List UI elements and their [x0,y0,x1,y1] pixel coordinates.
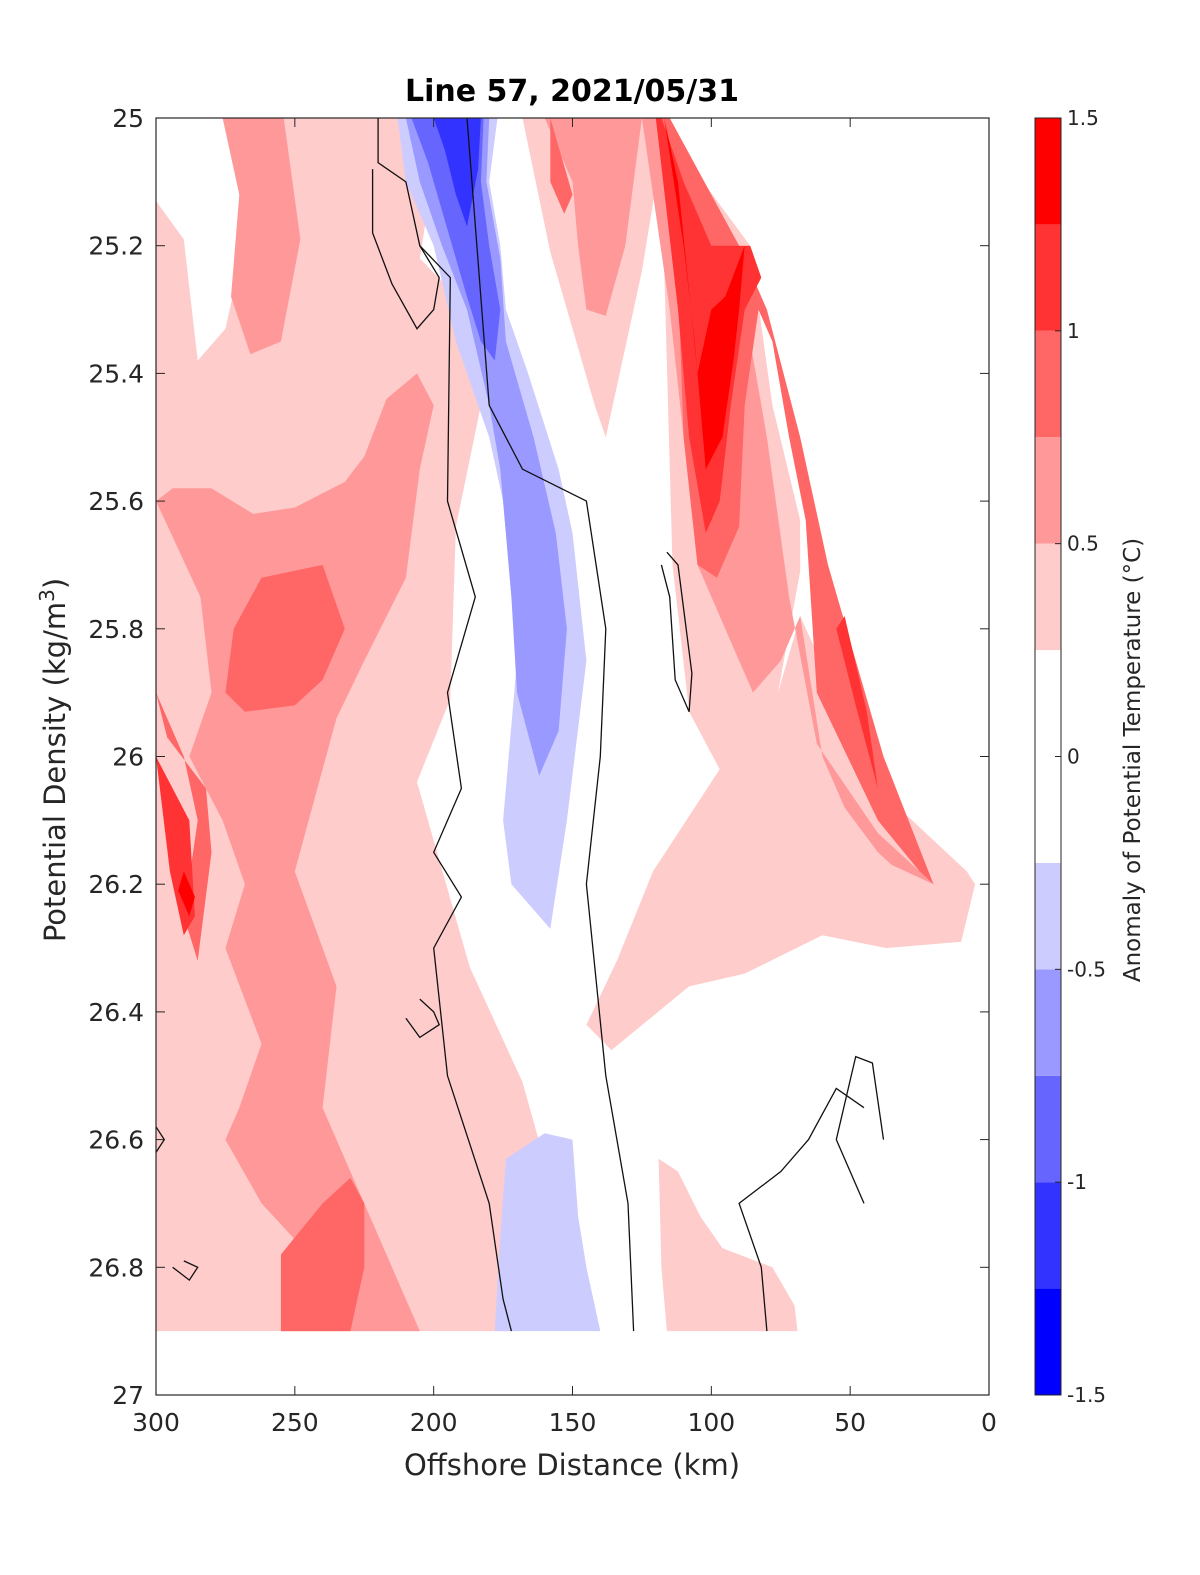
colorbar-tick-label: -1 [1067,1170,1087,1194]
colorbar-band [1035,543,1061,651]
zero-contour-line-8 [172,1260,199,1282]
x-tick-label: 100 [687,1408,735,1437]
contour-region-4 [156,373,434,1332]
colorbar-tick-label: 1 [1067,319,1080,343]
y-tick-label: 25.2 [88,232,144,261]
x-tick-label: 150 [549,1408,597,1437]
contour-region-5 [222,118,301,355]
contour-region-17 [178,871,195,917]
colorbar-band [1035,330,1061,438]
y-tick-label: 26.6 [88,1126,144,1155]
contour-region-15 [836,616,878,789]
zero-contour-line-5 [835,1055,885,1204]
colorbar-tick-label: -1.5 [1067,1383,1106,1407]
y-tick-label: 25.4 [88,359,144,388]
plot-area [155,117,990,1396]
y-tick-label: 25 [112,104,144,133]
y-tick-label: 26 [112,743,144,772]
contour-region-21 [411,118,501,361]
colorbar: 1.5 1 0.5 0 -0.5 -1 -1.5 [1034,106,1106,1407]
x-tick-label: 50 [834,1408,866,1437]
colorbar-band [1035,1182,1061,1289]
y-tick-label: 26.8 [88,1253,144,1282]
contour-region-16 [664,118,745,470]
zero-contour-line-3 [660,551,693,713]
y-tick-label: 25.8 [88,615,144,644]
colorbar-band [1035,1288,1061,1395]
y-tick-label: 26.4 [88,998,144,1027]
y-tick-label: 26.2 [88,870,144,899]
y-axis-label-superscript: 3 [35,589,59,602]
contour-region-20 [405,118,567,776]
x-axis-label: Offshore Distance (km) [404,1448,740,1482]
colorbar-band [1035,969,1061,1076]
colorbar-tick-label: -0.5 [1067,957,1106,981]
contour-region-9 [225,564,345,712]
colorbar-band [1035,224,1061,331]
colorbar-band [1035,437,1061,544]
zero-contour-line-0 [371,118,440,330]
contour-region-11 [550,118,573,214]
colorbar-label: Anomaly of Potential Temperature (°C) [1120,538,1146,982]
zero-contour-line-4 [738,1087,865,1332]
zero-contour-line-2 [466,117,635,1332]
contour-fills [156,118,976,1332]
y-tick-label: 25.6 [88,487,144,516]
zero-contour-lines [155,117,885,1332]
colorbar-band [1035,1075,1061,1183]
x-tick-label: 200 [410,1408,458,1437]
colorbar-band [1035,862,1061,970]
colorbar-tick-label: 0.5 [1067,532,1099,556]
y-axis-label-close: ) [38,578,72,589]
chart-title: Line 57, 2021/05/31 [405,74,739,109]
y-tick-label: 27 [112,1381,144,1410]
contour-region-6 [544,118,642,316]
zero-contour-line-1 [419,245,513,1332]
x-tick-label: 300 [132,1408,180,1437]
y-axis-label: Potential Density (kg/m3) [35,578,72,942]
y-axis: 25 25.2 25.4 25.6 25.8 26 26.2 26.4 26.6 26.8 27 [88,104,989,1410]
contour-region-10 [280,1177,365,1332]
colorbar-band [1035,118,1061,225]
contour-region-0 [156,118,551,1332]
colorbar-tick-label: 0 [1067,745,1080,769]
x-tick-label: 250 [271,1408,319,1437]
colorbar-tick-label: 1.5 [1067,106,1099,130]
zero-contour-line-6 [405,998,441,1039]
y-axis-label-main: Potential Density (kg/m [38,602,72,942]
x-tick-label: 0 [981,1408,997,1437]
contour-region-19 [494,1133,601,1332]
contour-region-8 [156,692,212,961]
x-axis: 300 250 200 150 100 50 0 [132,118,997,1437]
